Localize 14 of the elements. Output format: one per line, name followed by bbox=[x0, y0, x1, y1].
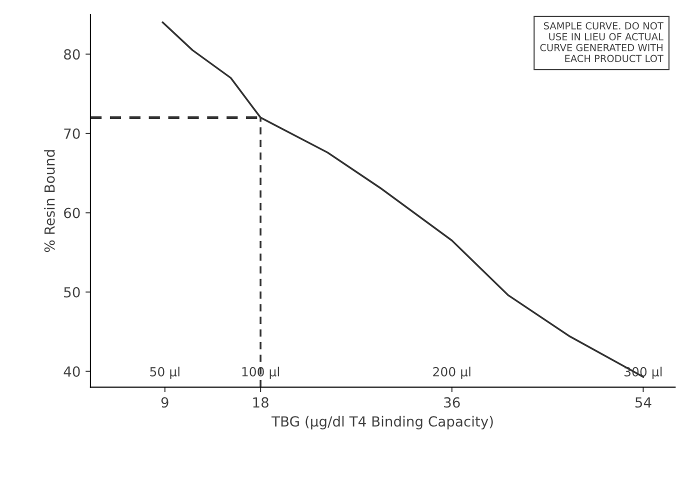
annotation: SAMPLE CURVE. DO NOT USE IN LIEU OF ACTUAL CURVE GENERATED WITH EACH PRODUCT LOT bbox=[540, 22, 664, 62]
y-tick-label: 40 bbox=[64, 366, 80, 377]
y-axis-title: % Resin Bound bbox=[44, 150, 55, 252]
y-tick-label: 80 bbox=[64, 49, 80, 60]
x-tick-label: 36 bbox=[444, 397, 460, 408]
y-tick-label: 60 bbox=[64, 208, 80, 218]
x2-tick-label: 200 µl bbox=[433, 366, 470, 379]
x-tick-label: 18 bbox=[253, 397, 268, 408]
x-tick-label: 54 bbox=[635, 397, 652, 408]
x2-tick-label: 50 µl bbox=[150, 366, 180, 379]
y-tick-label: 50 bbox=[64, 287, 80, 298]
y-tick-label: 70 bbox=[64, 128, 80, 139]
x-tick-label: 9 bbox=[161, 397, 168, 408]
x-axis-title: TBG (µg/dl T4 Binding Capacity) bbox=[271, 416, 493, 430]
